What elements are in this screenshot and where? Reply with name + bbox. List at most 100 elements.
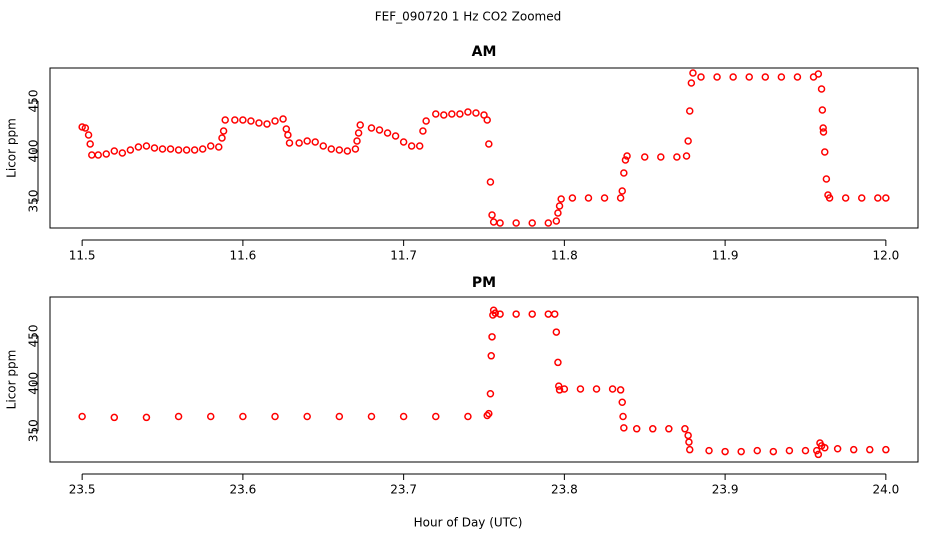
point	[486, 178, 495, 186]
x-tick-label: 23.6	[230, 483, 257, 497]
point	[485, 140, 493, 148]
point	[295, 139, 303, 147]
y-axis-label: Licor ppm	[5, 350, 19, 410]
point	[684, 137, 692, 145]
point	[218, 134, 226, 142]
point	[78, 123, 86, 131]
point	[483, 411, 491, 420]
point	[86, 140, 94, 148]
x-tick-label: 11.8	[551, 249, 578, 263]
point	[488, 211, 496, 219]
point	[866, 445, 874, 454]
point	[110, 147, 119, 155]
point	[821, 444, 829, 452]
point	[118, 149, 127, 157]
y-axis-label: Licor ppm	[5, 118, 19, 178]
x-axis-label: Hour of Day (UTC)	[414, 516, 523, 530]
x-tick-label: 23.7	[390, 483, 417, 497]
point	[356, 121, 364, 129]
point	[555, 202, 564, 210]
point	[554, 209, 562, 217]
point	[142, 142, 151, 150]
point	[608, 385, 617, 393]
point	[94, 151, 102, 159]
point	[110, 413, 119, 422]
point	[491, 309, 500, 317]
point	[812, 446, 821, 455]
point	[817, 85, 826, 93]
point	[685, 438, 693, 446]
point	[150, 144, 159, 152]
x-tick-label: 23.8	[551, 483, 578, 497]
point	[552, 217, 561, 225]
point	[681, 425, 689, 433]
point	[554, 382, 563, 390]
point	[399, 138, 408, 146]
plot-box	[49, 67, 919, 229]
point	[857, 194, 866, 202]
point	[480, 111, 488, 119]
point	[821, 148, 829, 156]
x-tick-label: 11.5	[69, 249, 96, 263]
point	[81, 124, 90, 132]
point	[407, 142, 416, 150]
point	[351, 145, 360, 153]
x-tick-label: 11.7	[390, 249, 417, 263]
x-tick-label: 23.9	[712, 483, 739, 497]
point	[271, 412, 279, 421]
point	[487, 352, 495, 360]
point	[737, 447, 745, 456]
point	[814, 450, 823, 459]
point	[496, 310, 504, 318]
point	[263, 120, 271, 128]
point	[448, 110, 456, 118]
point	[206, 412, 215, 421]
point	[432, 110, 440, 118]
point	[456, 110, 464, 118]
point	[78, 412, 86, 421]
point	[512, 310, 520, 318]
point	[489, 218, 498, 226]
point	[485, 409, 493, 418]
point	[279, 115, 287, 123]
point	[215, 143, 223, 151]
point	[818, 106, 827, 114]
point	[769, 447, 778, 456]
point	[882, 194, 890, 202]
point	[303, 137, 311, 145]
point	[649, 425, 657, 433]
point	[528, 219, 536, 227]
point	[190, 146, 199, 154]
point	[657, 153, 665, 161]
y-tick-label: 450	[27, 324, 41, 347]
point	[182, 146, 191, 154]
x-tick-label: 11.6	[230, 249, 257, 263]
point	[665, 425, 673, 433]
point	[745, 73, 753, 81]
point	[576, 385, 585, 393]
point	[554, 358, 562, 367]
point	[84, 131, 93, 139]
point	[134, 143, 143, 151]
point	[825, 194, 834, 202]
point	[849, 445, 858, 454]
point	[319, 142, 328, 150]
point	[483, 116, 491, 124]
point	[198, 145, 207, 153]
point	[422, 117, 430, 125]
point	[496, 219, 504, 227]
point	[621, 156, 630, 164]
point	[512, 219, 520, 227]
point	[391, 132, 400, 140]
plot-box	[49, 296, 919, 463]
point	[687, 79, 696, 87]
point	[814, 70, 823, 78]
point	[544, 219, 553, 227]
point	[592, 385, 601, 393]
point	[618, 398, 626, 407]
point	[620, 424, 628, 432]
point	[271, 117, 279, 125]
point	[557, 195, 565, 203]
y-tick-label: 450	[27, 90, 41, 113]
